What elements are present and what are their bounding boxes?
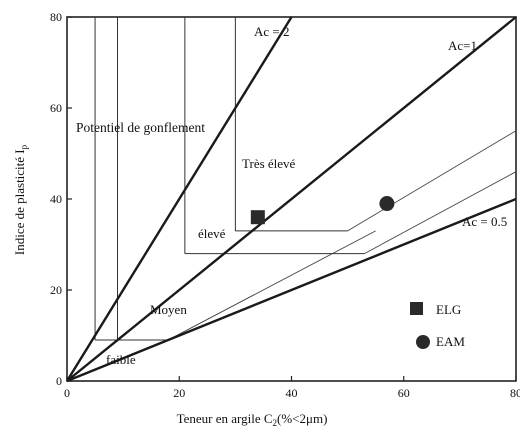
- data-points: [250, 196, 395, 225]
- zone-label-potentiel: Potentiel de gonflement: [76, 120, 205, 135]
- legend-label-elg: ELG: [436, 302, 461, 317]
- activity-line-ac05: [66, 197, 517, 383]
- legend-marker-eam: [416, 335, 430, 349]
- x-axis-title-unit: (%<2μm): [277, 411, 327, 426]
- line-label-ac05: Ac = 0.5: [462, 214, 507, 229]
- data-point-eam: [379, 196, 395, 212]
- zone-label-moyen: Moyen: [150, 302, 187, 317]
- guide-lines: [167, 130, 517, 341]
- guide-line-2: [167, 230, 376, 341]
- y-axis-title-main: Indice de plasticité I: [12, 149, 27, 255]
- x-tick-label: 0: [64, 386, 70, 400]
- x-axis-title: Teneur en argile C2(%<2μm): [177, 411, 328, 428]
- line-label-ac2: Ac = 2: [254, 24, 290, 39]
- activity-line-ac1: [66, 16, 517, 382]
- activity-line-ac2: [65, 16, 293, 382]
- guide-line-1: [364, 171, 517, 254]
- x-tick-label: 60: [398, 386, 410, 400]
- zone-boundaries: [94, 17, 365, 341]
- y-tick-label: 80: [50, 10, 62, 24]
- y-tick-label: 60: [50, 101, 62, 115]
- y-axis-title: Indice de plasticité Ip: [12, 144, 29, 255]
- legend: ELG EAM: [410, 302, 465, 349]
- x-axis-title-main: Teneur en argile C: [177, 411, 273, 426]
- x-tick-label: 40: [286, 386, 298, 400]
- y-tick-label: 0: [56, 374, 62, 388]
- legend-marker-elg: [410, 302, 423, 315]
- x-tick-label: 80: [510, 386, 520, 400]
- guide-line-0: [347, 130, 517, 232]
- zone-label-eleve: élevé: [198, 226, 226, 241]
- y-tick-label: 40: [50, 192, 62, 206]
- activity-lines: [65, 16, 517, 383]
- data-point-elg: [250, 210, 265, 225]
- y-axis-title-sub: p: [19, 144, 29, 149]
- legend-label-eam: EAM: [436, 334, 465, 349]
- x-axis-title-sub: 2: [273, 418, 278, 428]
- zone-label-tres-eleve: Très élevé: [242, 156, 296, 171]
- x-tick-label: 20: [173, 386, 185, 400]
- axis-ticks: 0 20 40 60 80 0 20 40 60 80: [50, 10, 520, 400]
- y-tick-label: 20: [50, 283, 62, 297]
- line-label-ac1: Ac=1: [448, 38, 477, 53]
- zone-label-faible: faible: [106, 352, 136, 367]
